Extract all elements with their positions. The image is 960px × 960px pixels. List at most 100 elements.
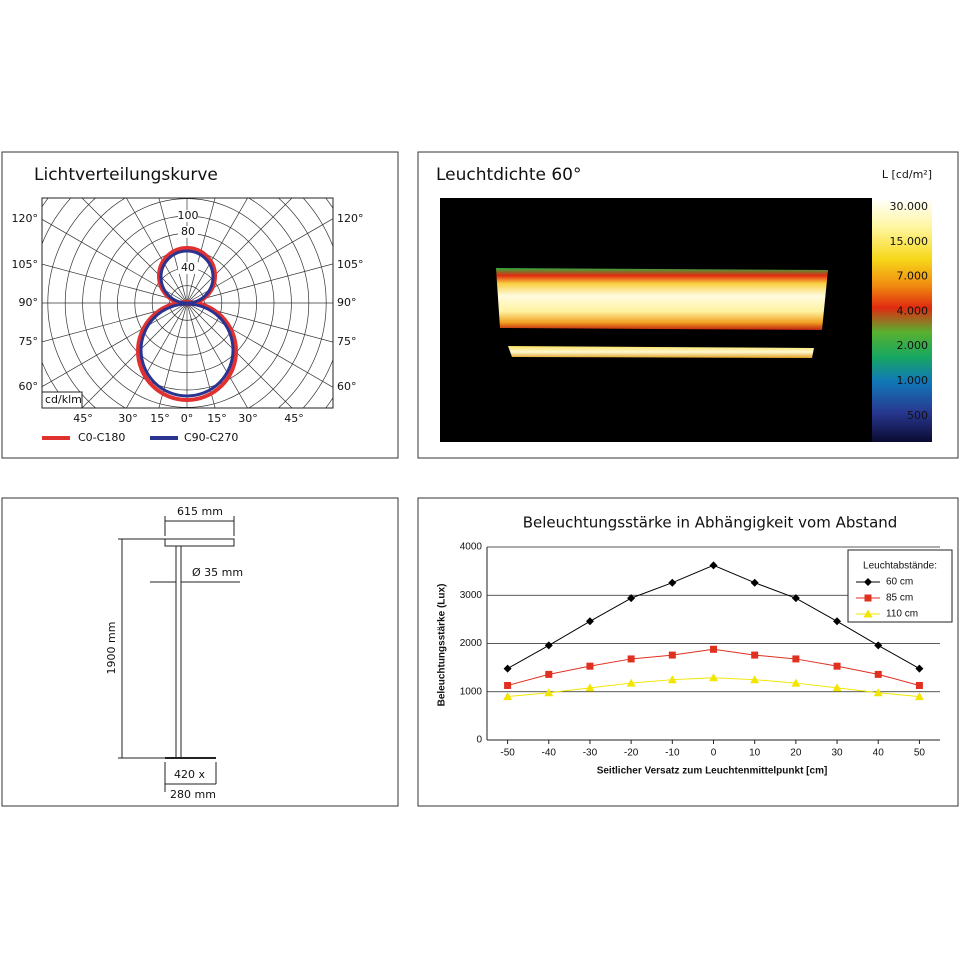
marker — [833, 662, 841, 670]
marker — [627, 594, 636, 603]
x-tick-label: -10 — [665, 748, 680, 759]
angle-label: 105° — [12, 258, 39, 271]
panel-frame — [1, 151, 399, 459]
marker — [586, 662, 594, 670]
polar-spoke — [125, 302, 188, 408]
dim-diameter: Ø 35 mm — [192, 566, 243, 579]
marker — [864, 578, 872, 586]
legend-title: Leuchtabstände: — [863, 561, 937, 572]
luminance-unit: L [cd/m²] — [882, 168, 932, 181]
chart: 0 1000 2000 3000 4000 -50 -40 -30 -20 -10 0 10 20 30 4… — [460, 542, 953, 759]
y-tick-label: 1000 — [460, 686, 483, 697]
marker — [585, 683, 595, 692]
polar-spoke — [186, 302, 249, 408]
y-tick-label: 2000 — [460, 638, 483, 649]
scale-label: 500 — [907, 409, 928, 422]
angle-label: 75° — [337, 335, 357, 348]
x-tick-label: -50 — [500, 748, 515, 759]
label-bg — [178, 226, 198, 238]
panel-frame — [417, 497, 959, 807]
y-tick-label: 3000 — [460, 590, 483, 601]
scale-label: 7.000 — [897, 270, 929, 283]
glow-strip — [508, 346, 814, 358]
color-scale — [872, 198, 932, 442]
bottom-angle-label: 45° — [284, 412, 304, 425]
marker — [874, 641, 883, 650]
polar-labels: 120° 120° 105° 105° 90° 90° 75° 75° 60° 60° 100 80 4… — [12, 209, 364, 425]
radial-label: 100 — [178, 209, 199, 222]
marker — [668, 651, 676, 659]
polar-frame — [41, 197, 334, 409]
marker — [873, 688, 883, 697]
glow-panel — [496, 268, 828, 330]
marker — [791, 678, 801, 687]
x-tick-label: 40 — [873, 748, 885, 759]
marker — [864, 594, 872, 602]
legend-label: C90-C270 — [184, 431, 238, 444]
dim-base: 420 x — [174, 768, 205, 781]
polar-curves — [136, 246, 238, 402]
angle-label: 60° — [19, 380, 39, 393]
angle-label: 90° — [337, 296, 357, 309]
polar-spoke — [42, 302, 188, 343]
angle-label: 120° — [12, 212, 39, 225]
polar-unit: cd/klm — [45, 393, 82, 406]
polar-spoke — [186, 263, 333, 304]
bottom-angle-label: 45° — [73, 412, 93, 425]
bottom-angle-label: 30° — [118, 412, 138, 425]
marker — [709, 561, 718, 570]
marker — [544, 641, 553, 650]
marker — [863, 609, 873, 618]
angle-label: 105° — [337, 258, 364, 271]
legend-label: 85 cm — [886, 593, 913, 604]
unit-box — [41, 391, 83, 409]
scale-label: 1.000 — [897, 374, 929, 387]
dim-height: 1900 mm — [105, 622, 118, 675]
marker — [792, 655, 800, 663]
x-tick-label: -40 — [542, 748, 557, 759]
marker — [710, 645, 717, 653]
polar-spoke — [42, 263, 188, 304]
polar-spoke — [186, 302, 216, 408]
scale-labels: 30.000 15.000 7.000 4.000 2.000 1.000 500 — [890, 200, 929, 422]
polar-spoke — [125, 198, 188, 304]
panel-frame — [1, 497, 399, 807]
polar-title: Lichtverteilungskurve — [34, 165, 218, 185]
marker — [751, 651, 759, 659]
x-tick-label: 30 — [831, 748, 843, 759]
legend-label: C0-C180 — [78, 431, 125, 444]
y-tick-label: 4000 — [460, 542, 483, 553]
bottom-angle-label: 15° — [207, 412, 227, 425]
dim-width: 615 mm — [177, 505, 223, 518]
marker — [750, 578, 759, 587]
curve-c90 — [159, 249, 215, 305]
marker — [585, 617, 594, 626]
polar-spoke — [42, 302, 188, 388]
angle-label: 75° — [19, 335, 39, 348]
polar-spoke — [186, 198, 216, 304]
marker — [709, 673, 718, 682]
polar-spoke — [186, 302, 333, 388]
polar-spoke — [186, 218, 333, 304]
scale-label: 4.000 — [897, 304, 929, 317]
polar-spoke — [158, 302, 188, 408]
marker — [833, 617, 842, 626]
x-tick-label: -20 — [624, 748, 639, 759]
y-axis-label: Beleuchtungsstärke (Lux) — [437, 584, 448, 707]
marker — [627, 655, 635, 663]
bottom-angle-label: 15° — [150, 412, 170, 425]
marker — [503, 692, 513, 701]
marker — [915, 664, 924, 673]
bottom-angle-label: 0° — [181, 412, 194, 425]
x-tick-label: 20 — [790, 748, 802, 759]
marker — [667, 675, 677, 684]
chart-title: Beleuchtungsstärke in Abhängigkeit vom A… — [523, 514, 898, 532]
label-bg — [178, 210, 198, 222]
polar-spoke — [81, 198, 188, 304]
angle-label: 120° — [337, 212, 364, 225]
legend-label: 110 cm — [886, 609, 918, 620]
x-tick-label: -30 — [583, 748, 598, 759]
marker — [914, 692, 924, 701]
marker — [874, 670, 882, 678]
marker — [545, 670, 553, 678]
